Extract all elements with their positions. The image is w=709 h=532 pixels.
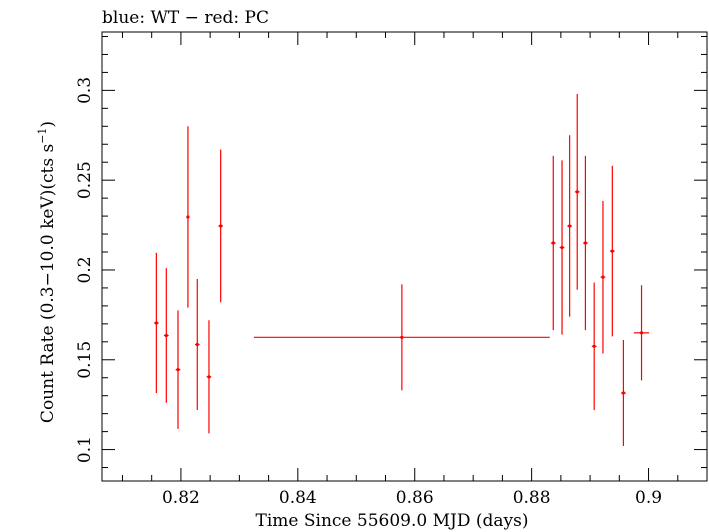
point-marker bbox=[400, 335, 404, 339]
chart-title: blue: WT − red: PC bbox=[102, 8, 269, 28]
y-tick-label: 0.1 bbox=[75, 436, 95, 463]
data-point bbox=[206, 320, 212, 434]
y-tick-label: 0.3 bbox=[75, 77, 95, 104]
data-point bbox=[591, 282, 597, 411]
point-marker bbox=[154, 321, 158, 325]
point-marker bbox=[568, 224, 572, 228]
plot-frame bbox=[101, 31, 708, 482]
y-axis-label-close: ) bbox=[38, 121, 58, 128]
data-point bbox=[154, 252, 159, 393]
x-tick-label: 0.86 bbox=[396, 488, 434, 508]
plot-border bbox=[101, 31, 708, 482]
data-point bbox=[194, 278, 200, 411]
point-marker bbox=[186, 215, 190, 219]
data-point bbox=[574, 93, 580, 290]
data-point bbox=[550, 155, 556, 331]
x-axis-tick-labels: 0.82 0.84 0.86 0.88 0.9 bbox=[162, 488, 662, 508]
data-point bbox=[163, 268, 169, 403]
y-axis-label: Count Rate (0.3−10.0 keV)(cts s−1) bbox=[36, 121, 58, 423]
x-tick-label: 0.9 bbox=[635, 488, 662, 508]
data-point bbox=[175, 310, 181, 429]
x-tick-label: 0.84 bbox=[279, 488, 317, 508]
point-marker bbox=[601, 275, 605, 279]
point-marker bbox=[610, 249, 614, 253]
y-tick-label: 0.25 bbox=[75, 161, 95, 199]
data-point bbox=[609, 165, 615, 337]
point-marker bbox=[176, 368, 180, 372]
data-points bbox=[154, 93, 650, 446]
y-tick-label: 0.2 bbox=[75, 256, 95, 283]
point-marker bbox=[195, 342, 199, 347]
point-marker bbox=[621, 391, 626, 395]
data-point bbox=[621, 340, 626, 446]
point-marker bbox=[551, 241, 555, 245]
point-marker bbox=[575, 190, 579, 194]
data-point bbox=[559, 160, 565, 335]
data-point bbox=[253, 284, 550, 391]
data-point bbox=[633, 285, 650, 381]
data-point bbox=[567, 135, 572, 317]
data-point bbox=[218, 149, 223, 303]
point-marker bbox=[560, 245, 564, 250]
point-marker bbox=[164, 333, 168, 338]
y-axis-ticks bbox=[102, 35, 707, 469]
y-tick-label: 0.15 bbox=[75, 341, 95, 379]
point-marker bbox=[639, 331, 644, 335]
data-point bbox=[583, 155, 588, 331]
data-point bbox=[186, 126, 190, 308]
x-tick-label: 0.88 bbox=[513, 488, 551, 508]
x-axis-label: Time Since 55609.0 MJD (days) bbox=[256, 511, 529, 531]
y-axis-label-superscript: −1 bbox=[36, 128, 49, 144]
x-tick-label: 0.82 bbox=[162, 488, 200, 508]
y-axis-tick-labels: 0.1 0.15 0.2 0.25 0.3 bbox=[75, 77, 95, 463]
x-axis-ticks bbox=[121, 32, 708, 481]
point-marker bbox=[592, 344, 596, 348]
data-point bbox=[600, 200, 606, 354]
point-marker bbox=[219, 224, 223, 228]
point-marker bbox=[583, 241, 588, 245]
y-axis-label-main: Count Rate (0.3−10.0 keV)(cts s bbox=[38, 144, 58, 423]
point-marker bbox=[207, 375, 211, 379]
